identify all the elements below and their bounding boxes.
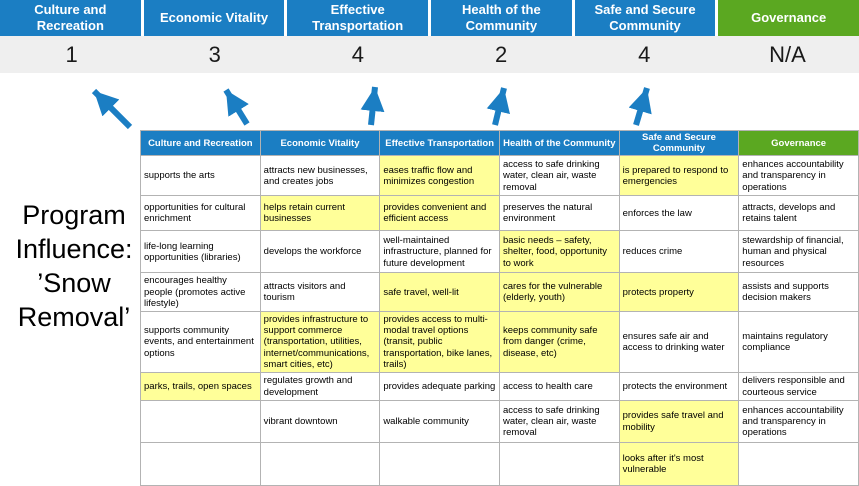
- matrix-cell-highlighted: provides access to multi-modal travel op…: [379, 311, 500, 374]
- scorecard-header-row: Culture and Recreation Economic Vitality E…: [0, 0, 859, 36]
- matrix-cell: assists and supports decision makers: [738, 272, 859, 313]
- matrix-cell: vibrant downtown: [259, 400, 381, 444]
- score-value-culture-and-recreation: 1: [65, 41, 78, 67]
- matrix-cell-highlighted: eases traffic flow and minimizes congest…: [379, 155, 500, 197]
- matrix-row: encourages healthy people (promotes acti…: [140, 272, 859, 313]
- score-value-economic-vitality: 3: [208, 41, 221, 67]
- scorecard-score-row: 1 3 4 2 4 N/A: [0, 36, 859, 73]
- matrix-cell-highlighted: helps retain current businesses: [259, 195, 381, 232]
- matrix-cell: attracts, develops and retains talent: [738, 195, 859, 232]
- matrix-header-governance: Governance: [738, 129, 859, 157]
- title-line: Removal’: [17, 302, 131, 332]
- matrix-cell: opportunities for cultural enrichment: [140, 195, 261, 232]
- matrix-cell-highlighted: safe travel, well-lit: [379, 272, 500, 313]
- matrix-cell: maintains regulatory compliance: [738, 311, 859, 374]
- matrix-row: life-long learning opportunities (librar…: [140, 230, 859, 274]
- matrix-cell: develops the workforce: [259, 230, 381, 274]
- matrix-cell: supports the arts: [140, 155, 261, 197]
- influence-matrix: Culture and Recreation Economic Vitality E…: [140, 129, 859, 486]
- matrix-cell: encourages healthy people (promotes acti…: [140, 272, 261, 313]
- matrix-cell-highlighted: keeps community safe from danger (crime,…: [498, 311, 620, 374]
- matrix-cell-highlighted: provides safe travel and mobility: [618, 400, 740, 444]
- matrix-cell: supports community events, and entertain…: [140, 311, 261, 374]
- matrix-cell: access to safe drinking water, clean air…: [498, 155, 620, 197]
- matrix-row: supports community events, and entertain…: [140, 311, 859, 374]
- matrix-header-health-of-the-community: Health of the Community: [498, 129, 620, 157]
- matrix-row: supports the arts attracts new businesses…: [140, 155, 859, 197]
- matrix-cell: [140, 400, 261, 444]
- matrix-row: vibrant downtown walkable community access…: [140, 400, 859, 444]
- matrix-header-effective-transportation: Effective Transportation: [379, 129, 500, 157]
- title-line: ’Snow: [37, 268, 111, 298]
- score-value-governance: N/A: [769, 41, 806, 67]
- influence-arrow-economic: [223, 88, 250, 126]
- matrix-cell-highlighted: parks, trails, open spaces: [140, 372, 261, 402]
- score-arrows: [91, 86, 652, 130]
- matrix-cell: [738, 442, 859, 486]
- matrix-cell: access to health care: [498, 372, 620, 402]
- matrix-cell: life-long learning opportunities (librar…: [140, 230, 261, 274]
- matrix-cell: regulates growth and development: [259, 372, 381, 402]
- influence-arrow-health: [486, 87, 510, 126]
- matrix-cell-highlighted: is prepared to respond to emergencies: [618, 155, 740, 197]
- matrix-cell-highlighted: protects property: [618, 272, 740, 313]
- matrix-cell: [140, 442, 261, 486]
- matrix-cell: provides adequate parking: [379, 372, 500, 402]
- scorecard-header-economic-vitality: Economic Vitality: [143, 0, 285, 36]
- matrix-cell: [379, 442, 500, 486]
- influence-arrow-safety: [628, 87, 652, 126]
- matrix-cell-highlighted: provides convenient and efficient access: [379, 195, 500, 232]
- matrix-cell-highlighted: provides infrastructure to support comme…: [259, 311, 381, 374]
- matrix-cell: enhances accountability and transparency…: [738, 155, 859, 197]
- matrix-header-row: Culture and Recreation Economic Vitality E…: [140, 129, 859, 157]
- matrix-cell: stewardship of financial, human and phys…: [738, 230, 859, 274]
- matrix-cell: protects the environment: [618, 372, 740, 402]
- influence-arrow-transportation: [360, 86, 385, 126]
- matrix-row: parks, trails, open spaces regulates grow…: [140, 372, 859, 402]
- score-value-effective-transportation: 4: [351, 41, 365, 67]
- matrix-cell: attracts new businesses, and creates job…: [259, 155, 381, 197]
- matrix-cell: attracts visitors and tourism: [259, 272, 381, 313]
- scorecard-header-culture-and-recreation: Culture and Recreation: [0, 0, 141, 36]
- page-title: Program Influence: ’Snow Removal’: [0, 198, 148, 334]
- matrix-header-culture-and-recreation: Culture and Recreation: [140, 129, 261, 157]
- matrix-cell: reduces crime: [618, 230, 740, 274]
- matrix-cell-highlighted: cares for the vulnerable (elderly, youth…: [498, 272, 620, 313]
- matrix-cell-highlighted: basic needs – safety, shelter, food, opp…: [498, 230, 620, 274]
- matrix-row: looks after it's most vulnerable: [140, 442, 859, 486]
- matrix-cell: ensures safe air and access to drinking …: [618, 311, 740, 374]
- matrix-cell: walkable community: [379, 400, 500, 444]
- matrix-cell: enforces the law: [618, 195, 740, 232]
- scorecard-header-effective-transportation: Effective Transportation: [287, 0, 429, 36]
- influence-arrow-culture: [91, 88, 133, 130]
- matrix-row: opportunities for cultural enrichment hel…: [140, 195, 859, 232]
- matrix-body: supports the arts attracts new businesses…: [140, 155, 859, 486]
- matrix-cell-highlighted: looks after it's most vulnerable: [618, 442, 740, 486]
- matrix-cell: [259, 442, 381, 486]
- title-line: Program: [22, 200, 126, 230]
- matrix-header-safe-and-secure-community: Safe and Secure Community: [618, 129, 740, 157]
- score-value-health-of-the-community: 2: [494, 41, 508, 67]
- matrix-cell: [498, 442, 620, 486]
- matrix-cell: enhances accountability and transparency…: [738, 400, 859, 444]
- matrix-header-economic-vitality: Economic Vitality: [259, 129, 381, 157]
- matrix-cell: well-maintained infrastructure, planned …: [379, 230, 500, 274]
- scorecard-header-governance: Governance: [718, 0, 859, 36]
- scorecard-header-safe-and-secure-community: Safe and Secure Community: [574, 0, 716, 36]
- matrix-cell: access to safe drinking water, clean air…: [498, 400, 620, 444]
- matrix-cell: delivers responsible and courteous servi…: [738, 372, 859, 402]
- matrix-cell: preserves the natural environment: [498, 195, 620, 232]
- score-value-safe-and-secure-community: 4: [638, 41, 651, 67]
- scorecard-header-health-of-the-community: Health of the Community: [431, 0, 572, 36]
- title-line: Influence:: [15, 234, 133, 264]
